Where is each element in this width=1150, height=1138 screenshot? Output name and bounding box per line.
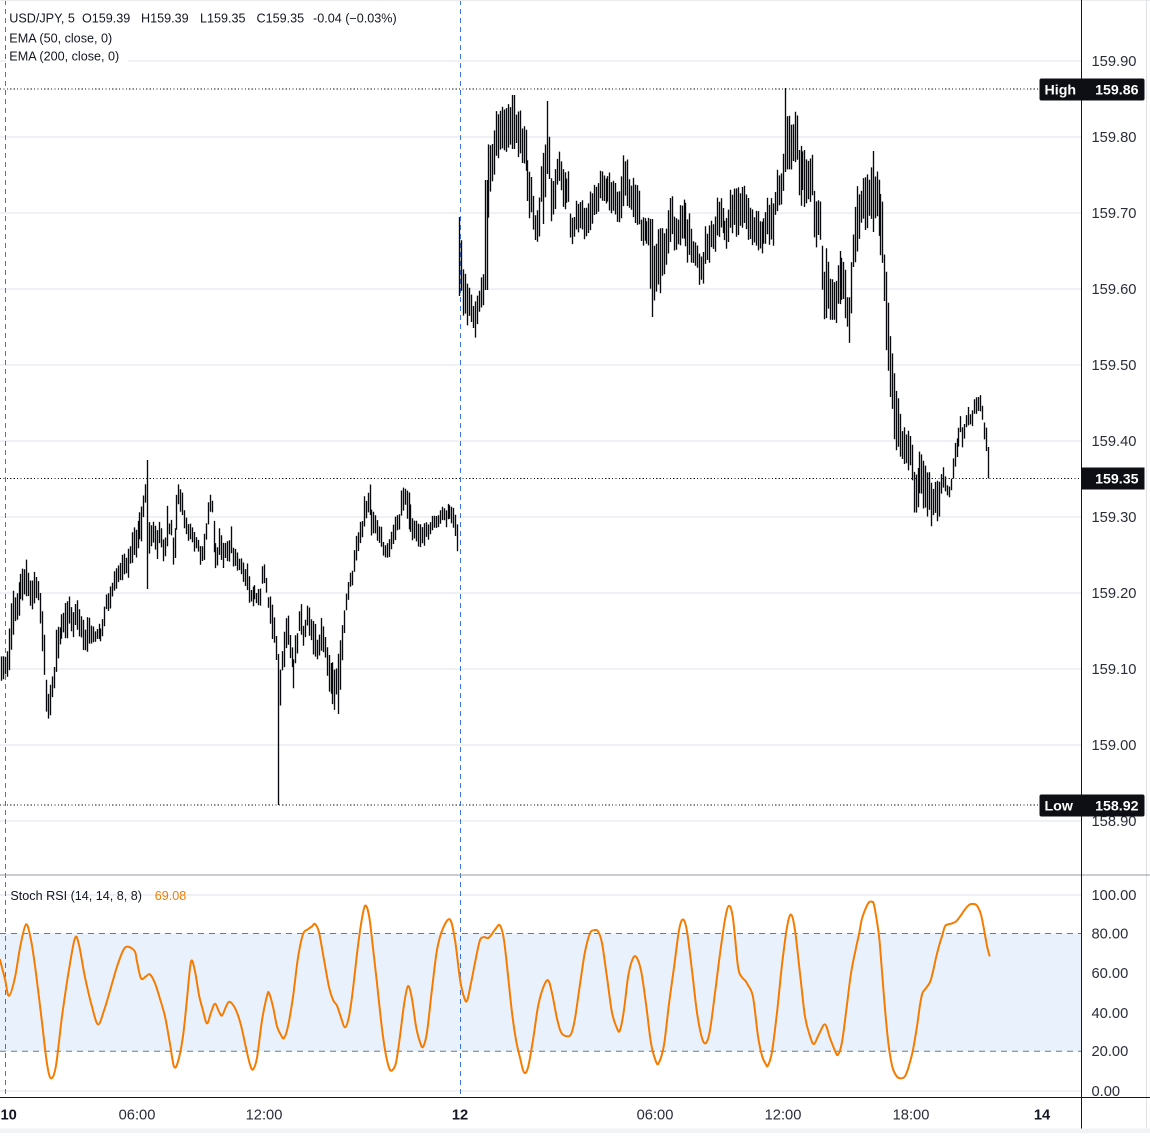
svg-text:EMA (50, close, 0): EMA (50, close, 0) [9,32,112,46]
svg-text:12: 12 [452,1108,468,1124]
svg-text:159.60: 159.60 [1092,282,1137,298]
svg-text:High: High [1045,83,1077,99]
svg-text:EMA (200, close, 0): EMA (200, close, 0) [9,50,119,64]
svg-text:06:00: 06:00 [119,1108,156,1124]
svg-text:Low: Low [1045,799,1074,815]
svg-text:0.00: 0.00 [1092,1084,1121,1100]
svg-text:06:00: 06:00 [637,1108,674,1124]
svg-text:USD/JPY, 5: USD/JPY, 5 [9,11,75,25]
svg-text:159.80: 159.80 [1092,130,1137,146]
svg-text:158.90: 158.90 [1092,814,1137,830]
svg-text:12:00: 12:00 [765,1108,802,1124]
svg-text:100.00: 100.00 [1092,888,1137,904]
svg-text:L159.35: L159.35 [200,11,246,25]
svg-text:12:00: 12:00 [246,1108,283,1124]
svg-text:O159.39: O159.39 [82,11,130,25]
svg-text:10: 10 [1,1108,17,1124]
svg-text:80.00: 80.00 [1092,927,1129,943]
svg-text:159.20: 159.20 [1092,586,1137,602]
svg-text:159.30: 159.30 [1092,510,1137,526]
svg-text:14: 14 [1034,1108,1051,1124]
svg-text:18:00: 18:00 [893,1108,930,1124]
svg-text:159.00: 159.00 [1092,738,1137,754]
svg-text:159.10: 159.10 [1092,662,1137,678]
svg-text:158.92: 158.92 [1095,799,1139,815]
svg-text:40.00: 40.00 [1092,1006,1129,1022]
svg-text:159.35: 159.35 [1095,472,1139,488]
svg-text:159.40: 159.40 [1092,434,1137,450]
svg-text:Stoch RSI (14, 14, 8, 8): Stoch RSI (14, 14, 8, 8) [10,889,142,903]
svg-text:159.70: 159.70 [1092,206,1137,222]
svg-text:C159.35: C159.35 [257,11,305,25]
svg-text:20.00: 20.00 [1092,1044,1129,1060]
svg-text:69.08: 69.08 [155,889,187,903]
svg-text:159.50: 159.50 [1092,358,1137,374]
svg-text:159.90: 159.90 [1092,54,1137,70]
svg-text:-0.04 (−0.03%): -0.04 (−0.03%) [313,11,397,25]
svg-text:H159.39: H159.39 [141,11,189,25]
svg-text:60.00: 60.00 [1092,966,1129,982]
svg-text:159.86: 159.86 [1095,83,1139,99]
